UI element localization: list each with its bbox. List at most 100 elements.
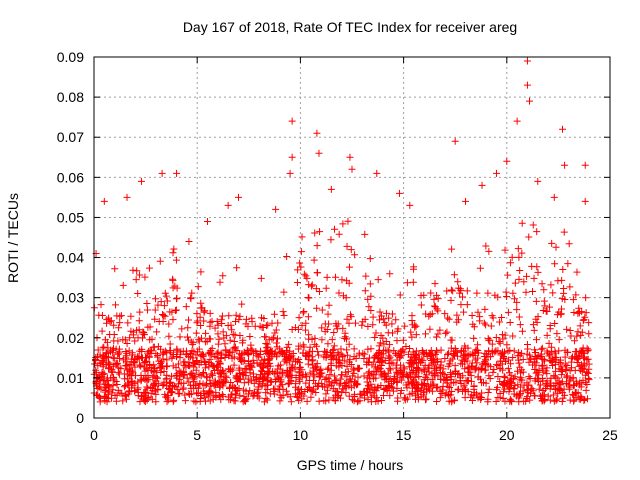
data-point [287, 377, 295, 385]
data-point [324, 365, 332, 373]
data-point [475, 366, 483, 374]
data-point [135, 317, 143, 325]
data-point [279, 392, 287, 400]
data-point [205, 359, 213, 367]
data-point [194, 348, 202, 356]
data-point [134, 334, 142, 342]
data-point [549, 289, 557, 297]
data-point [154, 301, 162, 309]
data-point [119, 356, 127, 364]
data-point [156, 257, 164, 265]
data-point [343, 277, 351, 285]
data-point [536, 381, 544, 389]
data-point [492, 169, 500, 177]
data-point [202, 329, 210, 337]
data-point [159, 317, 167, 325]
data-point [265, 367, 273, 375]
data-point [206, 318, 214, 326]
data-point [153, 367, 161, 375]
data-point [528, 385, 536, 393]
data-point [160, 378, 168, 386]
data-point [127, 355, 135, 363]
data-point [92, 356, 100, 364]
data-point [506, 384, 514, 392]
data-point [457, 301, 465, 309]
data-point [137, 177, 145, 185]
data-point [385, 314, 393, 322]
data-point [309, 370, 317, 378]
data-point [365, 354, 373, 362]
data-point [226, 336, 234, 344]
data-point [354, 365, 362, 373]
data-point [350, 345, 358, 353]
data-point [504, 347, 512, 355]
data-point [583, 344, 591, 352]
data-point [312, 389, 320, 397]
data-point [413, 364, 421, 372]
data-point [579, 349, 587, 357]
data-point [178, 325, 186, 333]
data-point [540, 286, 548, 294]
data-point [216, 383, 224, 391]
data-point [184, 324, 192, 332]
data-point [533, 318, 541, 326]
data-point [444, 351, 452, 359]
data-point [103, 319, 111, 327]
data-point [220, 369, 228, 377]
data-point [361, 230, 369, 238]
data-point [431, 371, 439, 379]
data-point [188, 289, 196, 297]
data-point [285, 340, 293, 348]
data-point [225, 352, 233, 360]
data-point [190, 384, 198, 392]
data-point [330, 345, 338, 353]
y-tick-label: 0.08 [57, 89, 84, 105]
data-point [246, 333, 254, 341]
data-point [302, 326, 310, 334]
data-point [314, 269, 322, 277]
data-point [297, 263, 305, 271]
data-point [103, 376, 111, 384]
data-point [573, 332, 581, 340]
data-point [343, 362, 351, 370]
data-point [474, 308, 482, 316]
data-point [119, 281, 127, 289]
data-point [335, 289, 343, 297]
data-point [434, 295, 442, 303]
data-point [446, 357, 454, 365]
data-point [98, 356, 106, 364]
data-point [433, 291, 441, 299]
data-point [420, 366, 428, 374]
data-point [188, 390, 196, 398]
data-point [382, 373, 390, 381]
data-point [550, 397, 558, 405]
data-point [225, 312, 233, 320]
data-point [115, 370, 123, 378]
data-point [100, 343, 108, 351]
data-point [299, 349, 307, 357]
data-point [219, 328, 227, 336]
data-point [434, 307, 442, 315]
data-point [335, 230, 343, 238]
data-point [380, 340, 388, 348]
data-point [272, 205, 280, 213]
data-point [297, 248, 305, 256]
data-point [130, 331, 138, 339]
data-point [488, 340, 496, 348]
data-point [390, 375, 398, 383]
data-point [143, 299, 151, 307]
data-point [480, 319, 488, 327]
data-point [276, 391, 284, 399]
data-point [382, 309, 390, 317]
data-point [410, 263, 418, 271]
data-point [376, 339, 384, 347]
data-point [503, 157, 511, 165]
data-point [375, 349, 383, 357]
data-point [157, 369, 165, 377]
data-point [94, 392, 102, 400]
data-point [292, 357, 300, 365]
data-point [222, 372, 230, 380]
data-point [197, 321, 205, 329]
data-point [321, 328, 329, 336]
data-point [205, 349, 213, 357]
